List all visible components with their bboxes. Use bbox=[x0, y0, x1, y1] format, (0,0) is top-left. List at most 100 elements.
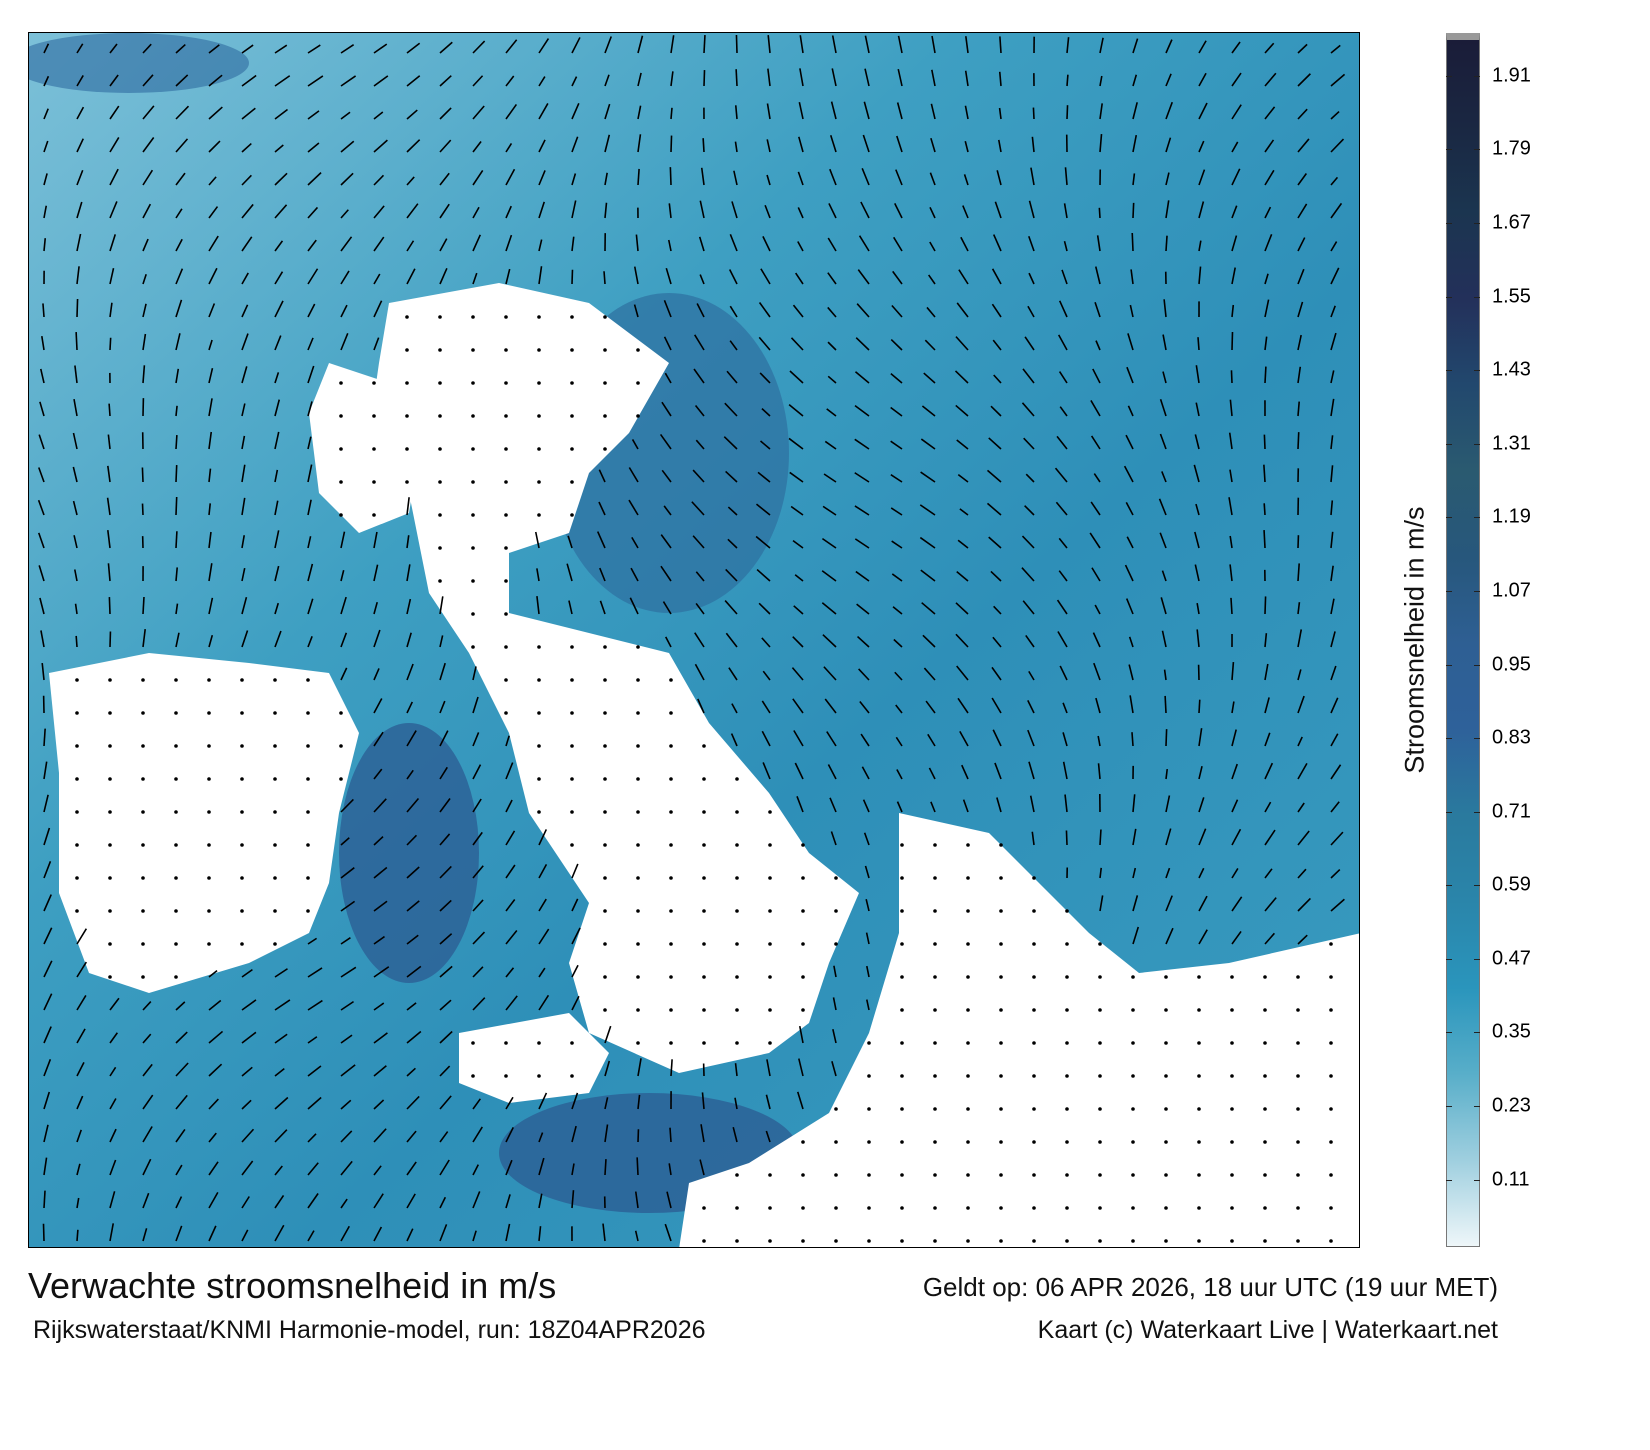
vector-dot bbox=[1296, 1008, 1300, 1012]
current-arrow bbox=[373, 337, 380, 351]
current-arrow bbox=[921, 405, 936, 417]
current-arrow bbox=[406, 663, 414, 681]
current-arrow bbox=[43, 75, 50, 87]
current-arrow bbox=[142, 1094, 154, 1110]
current-arrow bbox=[538, 239, 543, 252]
current-arrow bbox=[1297, 629, 1303, 648]
current-arrow bbox=[175, 268, 184, 285]
vector-dot bbox=[636, 348, 640, 352]
current-arrow bbox=[1125, 502, 1134, 516]
vector-dot bbox=[273, 744, 277, 748]
current-arrow bbox=[43, 43, 50, 54]
vector-dot bbox=[1164, 1206, 1168, 1210]
vector-dot bbox=[999, 909, 1003, 913]
current-arrow bbox=[1064, 167, 1068, 186]
current-arrow bbox=[992, 234, 1002, 252]
current-arrow bbox=[406, 1161, 417, 1176]
current-arrow bbox=[1330, 44, 1341, 54]
current-arrow bbox=[73, 398, 78, 417]
current-arrow bbox=[142, 43, 152, 54]
vector-dot bbox=[240, 843, 244, 847]
vector-dot bbox=[768, 909, 772, 913]
current-arrow bbox=[827, 272, 837, 285]
current-arrow bbox=[76, 106, 85, 120]
current-arrow bbox=[43, 238, 47, 252]
current-arrow bbox=[1126, 536, 1134, 549]
vector-dot bbox=[603, 744, 607, 748]
current-arrow bbox=[665, 267, 672, 285]
current-arrow bbox=[637, 168, 640, 186]
current-arrow bbox=[241, 272, 249, 285]
current-arrow bbox=[962, 799, 969, 813]
current-arrow bbox=[762, 670, 771, 681]
vector-dot bbox=[933, 1008, 937, 1012]
vector-dot bbox=[768, 810, 772, 814]
colorbar-tick-mark bbox=[1446, 223, 1452, 225]
vector-dot bbox=[933, 1041, 937, 1045]
current-arrow bbox=[307, 206, 319, 219]
current-arrow bbox=[999, 36, 1002, 54]
vector-dot bbox=[570, 678, 574, 682]
current-arrow bbox=[241, 535, 246, 549]
current-arrow bbox=[1264, 633, 1268, 648]
current-arrow bbox=[109, 1098, 117, 1110]
current-arrow bbox=[725, 470, 738, 483]
current-arrow bbox=[340, 798, 354, 813]
current-arrow bbox=[175, 333, 181, 351]
vector-dot bbox=[207, 876, 211, 880]
current-arrow bbox=[1090, 501, 1101, 516]
vector-dot bbox=[834, 1206, 838, 1210]
current-arrow bbox=[505, 268, 511, 285]
colorbar-tick-label: 0.95 bbox=[1492, 653, 1531, 676]
current-arrow bbox=[109, 1223, 115, 1242]
vector-dot bbox=[999, 975, 1003, 979]
vector-dot bbox=[1230, 975, 1234, 979]
vector-dot bbox=[801, 1008, 805, 1012]
current-arrow bbox=[538, 829, 548, 846]
current-arrow bbox=[74, 603, 78, 615]
current-arrow bbox=[990, 570, 1002, 582]
current-arrow bbox=[439, 766, 448, 780]
current-arrow bbox=[567, 535, 573, 549]
vector-dot bbox=[966, 876, 970, 880]
current-arrow bbox=[241, 107, 256, 120]
current-arrow bbox=[1297, 203, 1308, 219]
current-arrow bbox=[406, 934, 419, 945]
current-arrow bbox=[991, 303, 1002, 318]
colorbar-tick-label: 0.11 bbox=[1492, 1168, 1530, 1191]
current-arrow bbox=[208, 563, 213, 582]
current-arrow bbox=[74, 365, 78, 384]
current-arrow bbox=[142, 203, 152, 219]
current-arrow bbox=[864, 68, 870, 87]
current-arrow bbox=[538, 103, 549, 120]
current-arrow bbox=[826, 408, 837, 417]
current-arrow bbox=[43, 894, 52, 912]
current-arrow bbox=[208, 503, 212, 516]
vector-dot bbox=[207, 678, 211, 682]
current-arrow bbox=[340, 270, 350, 285]
vector-dot bbox=[174, 777, 178, 781]
vector-dot bbox=[306, 810, 310, 814]
current-speed-map[interactable] bbox=[28, 32, 1360, 1248]
current-arrow bbox=[439, 75, 452, 87]
current-arrow bbox=[854, 472, 870, 483]
vector-dot bbox=[372, 447, 376, 451]
vector-dot bbox=[933, 1173, 937, 1177]
current-arrow bbox=[1297, 366, 1302, 384]
current-arrow bbox=[505, 168, 516, 186]
current-arrow bbox=[793, 605, 804, 615]
current-arrow bbox=[724, 402, 738, 417]
current-arrow bbox=[505, 864, 516, 879]
vector-dot bbox=[1329, 1041, 1333, 1045]
current-arrow bbox=[373, 1099, 385, 1110]
current-arrow bbox=[1330, 831, 1344, 846]
vector-dot bbox=[1131, 1107, 1135, 1111]
current-arrow bbox=[571, 76, 578, 87]
current-arrow bbox=[38, 565, 45, 582]
current-arrow bbox=[829, 797, 837, 813]
current-arrow bbox=[109, 337, 112, 351]
current-arrow bbox=[854, 538, 870, 549]
current-arrow bbox=[307, 1096, 322, 1110]
current-arrow bbox=[662, 601, 672, 615]
vector-dot bbox=[339, 414, 343, 418]
